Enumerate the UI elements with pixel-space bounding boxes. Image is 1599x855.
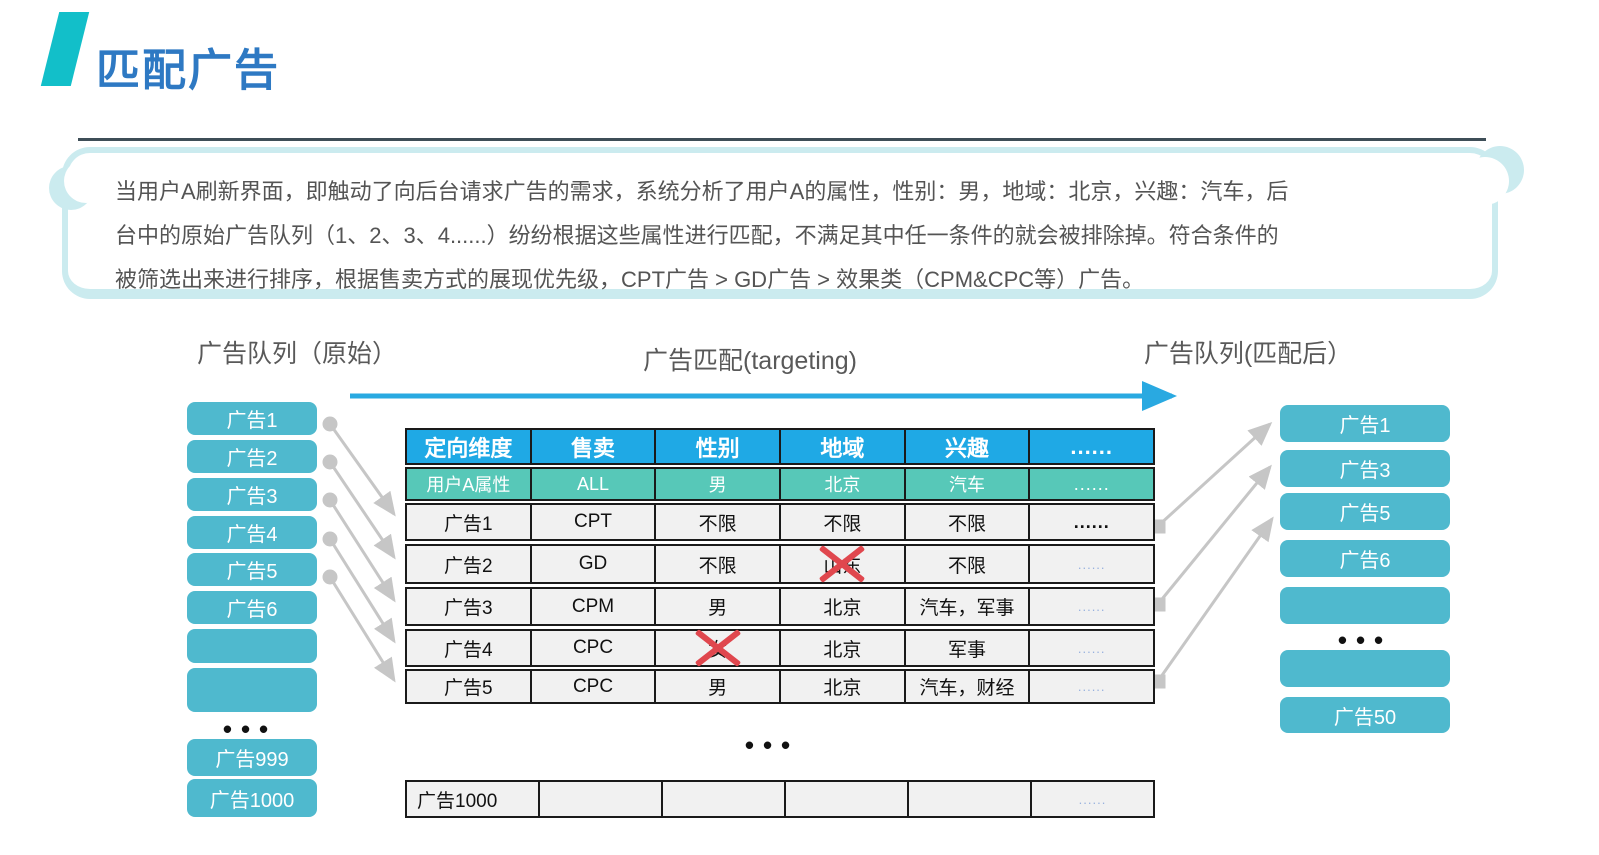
callout-text: 当用户A刷新界面，即触动了向后台请求广告的需求，系统分析了用户A的属性，性别：男…	[115, 170, 1475, 302]
left-queue-item: 广告5	[187, 553, 317, 586]
right-queue-item-blank	[1280, 587, 1450, 624]
table-cell: 汽车，军事	[903, 589, 1029, 624]
table-cell: 广告5	[444, 678, 493, 699]
table-cell: 不限	[654, 505, 779, 539]
right-queue-item-blank	[1280, 650, 1450, 687]
table-cell: ......	[1030, 782, 1153, 816]
table-cell	[538, 782, 661, 816]
table-row: 广告1 CPT 不限 不限 不限 ......	[405, 503, 1155, 541]
callout-top-line	[78, 138, 1486, 141]
table-cell: 北京	[779, 671, 904, 702]
table-cell: CPC	[529, 631, 655, 665]
left-queue-header: 广告队列（原始）	[196, 340, 398, 368]
table-cell	[907, 782, 1030, 816]
table-cell: CPC	[529, 671, 655, 702]
targeting-header: 广告匹配(targeting)	[643, 347, 857, 375]
table-cell: CPT	[529, 505, 655, 539]
table-cell: ......	[1028, 589, 1153, 624]
page-title: 匹配广告	[96, 46, 280, 95]
table-cell: 广告1	[444, 513, 493, 535]
right-queue-header: 广告队列(匹配后）	[1143, 340, 1353, 368]
right-match-arrows	[1151, 421, 1274, 689]
callout-crescent-left-icon	[49, 159, 108, 210]
right-queue-item: 广告1	[1280, 405, 1450, 442]
left-queue-item: 广告2	[187, 440, 317, 473]
left-queue-item: 广告1	[187, 402, 317, 435]
right-queue-item: 广告6	[1280, 540, 1450, 577]
left-match-arrows	[322, 416, 396, 683]
table-cell: 汽车，财经	[903, 671, 1029, 702]
table-cell: 山东	[779, 546, 904, 582]
callout-line: 当用户A刷新界面，即触动了向后台请求广告的需求，系统分析了用户A的属性，性别：男…	[115, 179, 1289, 204]
table-cell: 不限	[779, 505, 904, 539]
table-cell: 广告1000	[417, 790, 498, 812]
table-cell: 男	[654, 671, 779, 702]
table-cell: 广告2	[444, 555, 493, 577]
right-queue-item: 广告50	[1280, 697, 1450, 733]
left-queue-item-blank	[187, 629, 317, 663]
left-queue-item-blank	[187, 668, 317, 712]
table-header-cell: 性别	[654, 430, 779, 463]
table-cell: CPM	[529, 589, 655, 624]
table-cell: GD	[529, 546, 655, 582]
user-row-cell: 汽车	[903, 469, 1029, 499]
table-cell: 不限	[654, 546, 779, 582]
table-cell: 不限	[903, 505, 1029, 539]
table-cell: 军事	[903, 631, 1029, 665]
left-queue-item: 广告4	[187, 516, 317, 549]
table-row: 广告5 CPC 男 北京 汽车，财经 ......	[405, 669, 1155, 704]
callout-box	[62, 147, 1498, 299]
table-row: 广告4 CPC 女 北京 军事 ......	[405, 629, 1155, 667]
table-header-row: 定向维度 售卖 性别 地域 兴趣 ......	[405, 428, 1155, 465]
table-cell: 广告3	[444, 598, 493, 619]
user-row-cell: 用户A属性	[426, 475, 511, 495]
table-cell: 北京	[779, 589, 904, 624]
user-row-cell: ALL	[529, 469, 655, 499]
left-queue-item: 广告3	[187, 478, 317, 511]
table-cell: 北京	[779, 631, 904, 665]
table-cell: ......	[1028, 546, 1153, 582]
user-attributes-row: 用户A属性 ALL 男 北京 汽车 ......	[405, 467, 1155, 501]
table-cell: 广告4	[444, 639, 493, 661]
table-header-cell: 兴趣	[903, 430, 1029, 463]
left-queue-item: 广告6	[187, 591, 317, 624]
left-queue-ellipsis: •••	[222, 714, 278, 744]
table-header-cell: 地域	[779, 430, 904, 463]
table-cell: 女	[654, 631, 779, 665]
user-row-cell: ......	[1028, 469, 1153, 499]
callout-crescent-right-icon	[1461, 146, 1524, 205]
table-cell: ......	[1028, 631, 1153, 665]
table-cell-text: 女	[708, 639, 728, 661]
table-header-cell: ......	[1028, 430, 1153, 463]
table-cell: ......	[1028, 671, 1153, 702]
table-cell	[661, 782, 784, 816]
table-row: 广告3 CPM 男 北京 汽车，军事 ......	[405, 587, 1155, 626]
table-bottom-row: 广告1000 ......	[405, 780, 1155, 818]
right-queue-item: 广告5	[1280, 493, 1450, 530]
user-row-cell: 北京	[779, 469, 904, 499]
table-cell-text: 山东	[823, 555, 862, 577]
left-queue-item: 广告999	[187, 739, 317, 776]
table-cell: 男	[654, 589, 779, 624]
table-cell: 不限	[903, 546, 1029, 582]
callout-line: 台中的原始广告队列（1、2、3、4......）纷纷根据这些属性进行匹配，不满足…	[115, 223, 1279, 248]
table-header-cell: 定向维度	[424, 435, 513, 461]
table-ellipsis: •••	[744, 730, 800, 760]
table-cell: ......	[1028, 505, 1153, 539]
slide-logo-shape	[40, 12, 90, 86]
left-queue-item: 广告1000	[187, 779, 317, 817]
right-queue-ellipsis: •••	[1337, 625, 1393, 655]
table-row: 广告2 GD 不限 山东 不限 ......	[405, 544, 1155, 584]
right-queue-item: 广告3	[1280, 450, 1450, 487]
user-row-cell: 男	[654, 469, 779, 499]
callout-line: 被筛选出来进行排序，根据售卖方式的展现优先级，CPT广告 > GD广告 > 效果…	[115, 267, 1145, 292]
table-header-cell: 售卖	[529, 430, 655, 463]
table-cell	[784, 782, 907, 816]
